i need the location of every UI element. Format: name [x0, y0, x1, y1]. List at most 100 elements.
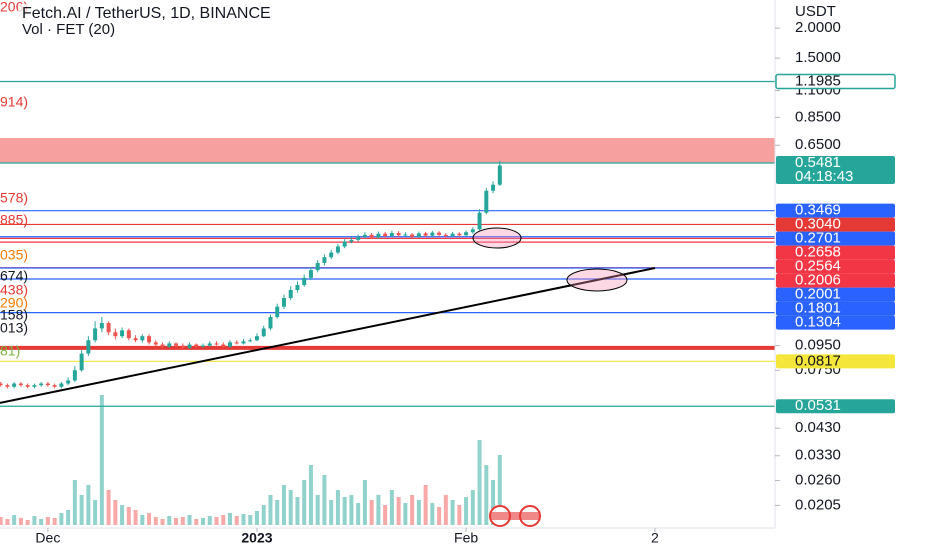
- plot-area: [0, 80, 775, 525]
- volume-bar: [133, 510, 138, 525]
- volume-bar: [497, 455, 502, 525]
- candle-body: [99, 323, 104, 329]
- indicator-label: 914): [0, 94, 28, 110]
- volume-bar: [477, 440, 482, 525]
- candle-body: [288, 290, 293, 299]
- volume-bar: [484, 465, 489, 525]
- volume-bar: [106, 490, 111, 525]
- volume-bar: [423, 485, 428, 525]
- candle-body: [18, 383, 23, 386]
- price-label: 0.0817: [795, 352, 841, 369]
- legend-bg: [18, 4, 488, 38]
- volume-bar: [302, 480, 307, 525]
- candle-body: [329, 252, 334, 258]
- candle-body: [275, 306, 280, 318]
- candle-body: [72, 370, 77, 381]
- y-tick-label: 0.0430: [795, 419, 841, 436]
- flag-icon: [489, 505, 541, 527]
- volume-bar: [248, 515, 253, 525]
- indicator-label: 674): [0, 268, 28, 284]
- volume-bar: [174, 518, 179, 525]
- volume-bar: [356, 503, 361, 525]
- candle-body: [389, 232, 394, 237]
- volume-bar: [288, 490, 293, 525]
- volume-bar: [39, 519, 44, 525]
- candle-body: [335, 246, 340, 253]
- volume-bar: [194, 519, 199, 525]
- candle-body: [443, 234, 448, 237]
- candle-body: [12, 383, 17, 387]
- candle-body: [39, 383, 44, 386]
- candle-body: [437, 232, 442, 235]
- volume-bar: [268, 495, 273, 525]
- volume-bar: [261, 505, 266, 525]
- price-label-box: [776, 156, 895, 185]
- candle-body: [5, 385, 10, 387]
- volume-bar: [187, 515, 192, 525]
- price-label-box: [776, 259, 895, 274]
- volume-bar: [207, 516, 212, 525]
- volume-bar: [234, 516, 239, 525]
- highlight-ellipse: [472, 227, 522, 249]
- price-label-box: [776, 231, 895, 246]
- candle-body: [194, 344, 199, 347]
- volume-bar: [464, 497, 469, 525]
- axis-unit: USDT: [795, 3, 836, 20]
- candle-body: [120, 330, 125, 337]
- price-axis: 2.00001.50001.10000.85000.65000.09500.07…: [35, 19, 896, 546]
- volume-bar: [32, 516, 37, 525]
- indicator-label: 885): [0, 212, 28, 228]
- price-label: 0.2564: [795, 258, 841, 275]
- volume-bar: [72, 480, 77, 525]
- volume-bar: [147, 513, 152, 525]
- candle-body: [147, 336, 152, 343]
- volume-bar: [437, 507, 442, 525]
- candle-body: [295, 284, 300, 291]
- volume-bar: [376, 495, 381, 525]
- price-label-box: [776, 354, 895, 369]
- candle-body: [308, 270, 313, 278]
- candle-body: [153, 342, 158, 345]
- volume-bar: [308, 465, 313, 525]
- candle-body: [356, 236, 361, 240]
- candle-body: [410, 234, 415, 237]
- volume-bar: [410, 495, 415, 525]
- volume-bar: [140, 515, 145, 525]
- y-tick-label: 0.0205: [795, 496, 841, 513]
- volume-bar: [120, 505, 125, 525]
- candle-body: [383, 233, 388, 237]
- price-label: 0.3469: [795, 202, 841, 219]
- y-tick-label: 0.8500: [795, 108, 841, 125]
- candle-body: [180, 345, 185, 348]
- indicator-label: 438): [0, 282, 28, 298]
- candle-body: [126, 330, 131, 339]
- volume-bar: [153, 517, 158, 525]
- candle-body: [187, 344, 192, 348]
- candle-body: [315, 262, 320, 271]
- x-tick-label: 2023: [241, 530, 272, 546]
- volume-bar: [396, 497, 401, 525]
- price-label-box: [776, 203, 895, 218]
- candle-body: [66, 380, 71, 384]
- volume-bar: [335, 490, 340, 525]
- candle-body: [167, 343, 172, 347]
- indicator-label: 035): [0, 247, 28, 263]
- candle-body: [470, 229, 475, 233]
- candle-body: [106, 323, 111, 333]
- volume-bar: [167, 516, 172, 525]
- volume-bar: [275, 500, 280, 525]
- price-label: 0.0531: [795, 397, 841, 414]
- price-label-box: [776, 315, 895, 330]
- volume-bar: [254, 511, 259, 525]
- volume-bar: [295, 497, 300, 525]
- candle-body: [484, 190, 489, 213]
- candle-body: [59, 383, 64, 387]
- candle-body: [140, 336, 145, 341]
- candle-body: [214, 343, 219, 345]
- volume-bar: [389, 490, 394, 525]
- volume-bar: [99, 395, 104, 525]
- y-tick-label: 0.0950: [795, 337, 841, 354]
- volume-bar: [470, 490, 475, 525]
- candle-body: [133, 338, 138, 341]
- chart-title: Fetch.AI / TetherUS, 1D, BINANCE: [22, 5, 271, 22]
